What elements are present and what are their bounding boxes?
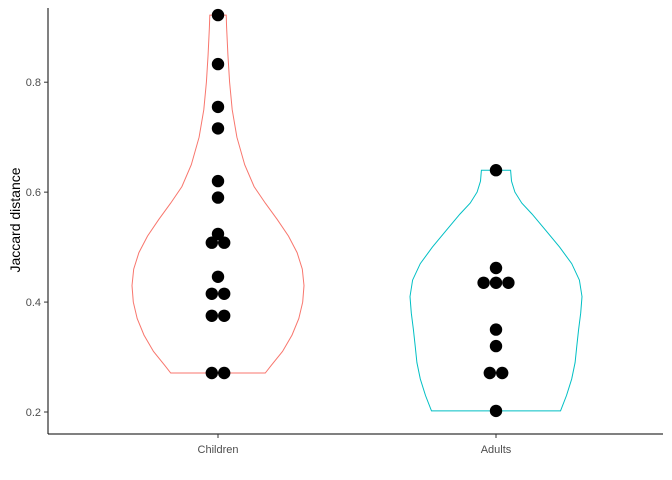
data-point <box>205 366 218 380</box>
data-point <box>477 276 490 289</box>
violins-layer <box>131 14 583 412</box>
data-point <box>211 122 225 135</box>
data-point <box>218 287 231 300</box>
data-point <box>218 236 231 249</box>
data-point <box>489 261 503 275</box>
data-point <box>218 309 231 322</box>
x-tick-label: Children <box>198 444 239 456</box>
violin-children <box>131 14 305 374</box>
data-point <box>489 404 503 418</box>
data-point <box>489 164 503 177</box>
data-point <box>205 309 218 322</box>
data-point <box>483 366 496 380</box>
data-point <box>211 270 225 283</box>
data-point <box>489 276 503 289</box>
x-ticks: Children Adults <box>198 434 512 456</box>
violin-adults <box>409 169 583 412</box>
x-tick-label: Adults <box>481 444 512 456</box>
data-point <box>218 366 231 380</box>
data-point <box>211 57 225 71</box>
y-ticks: 0.2 0.4 0.6 0.8 <box>26 77 48 419</box>
data-point <box>211 227 225 241</box>
data-point <box>496 366 509 380</box>
y-tick-label: 0.4 <box>26 297 41 309</box>
y-tick-label: 0.6 <box>26 187 41 199</box>
data-point <box>211 8 225 22</box>
data-point <box>205 287 218 300</box>
data-point <box>211 191 225 204</box>
y-axis-title: Jaccard distance <box>7 167 23 272</box>
data-point <box>489 323 503 336</box>
data-point <box>211 174 225 188</box>
data-point <box>211 100 225 114</box>
data-point <box>489 339 503 353</box>
data-point <box>205 236 218 249</box>
data-point <box>502 276 515 289</box>
y-tick-label: 0.8 <box>26 77 41 89</box>
points-layer <box>205 8 515 418</box>
y-tick-label: 0.2 <box>26 407 41 419</box>
